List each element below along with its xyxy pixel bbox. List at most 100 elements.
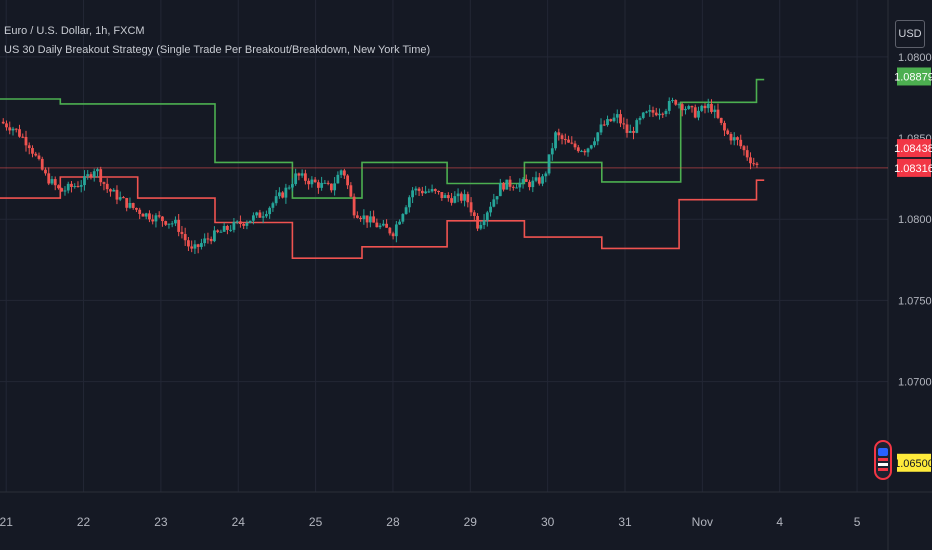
candle-body-59 <box>193 244 197 249</box>
candle-body-116 <box>378 225 382 228</box>
candle-body-5 <box>18 129 21 137</box>
candle-body-69 <box>226 225 229 230</box>
candle-body-173 <box>563 139 567 141</box>
x-tick-label-4: 25 <box>309 515 323 529</box>
candle-body-175 <box>570 142 574 144</box>
candle-body-94 <box>307 180 311 185</box>
candle-body-85 <box>277 192 281 197</box>
candle-body-83 <box>271 203 275 208</box>
candle-body-160 <box>521 179 525 183</box>
candle-body-67 <box>219 231 223 233</box>
candle-body-100 <box>326 182 330 184</box>
candle-body-193 <box>628 131 632 133</box>
candle-body-92 <box>300 173 304 176</box>
candle-body-79 <box>258 212 262 218</box>
candle-body-124 <box>404 207 408 215</box>
price-tag-label-1[interactable]: 1.08438 <box>894 143 932 155</box>
candle-body-192 <box>625 124 629 133</box>
candle-body-123 <box>401 214 405 222</box>
candle-body-196 <box>638 117 642 121</box>
price-tag-label-3[interactable]: 1.06500 <box>894 458 932 470</box>
candle-body-93 <box>303 173 307 181</box>
price-tag-label-2[interactable]: 1.08316 <box>894 163 932 175</box>
candle-body-71 <box>232 221 236 230</box>
x-tick-label-10: 4 <box>776 515 783 529</box>
candle-body-84 <box>274 196 278 204</box>
candle-body-68 <box>222 225 226 232</box>
candle-body-177 <box>576 147 580 152</box>
candle-body-219 <box>713 109 717 112</box>
candle-body-72 <box>235 221 239 223</box>
candle-body-21 <box>70 183 73 187</box>
y-tick-label-2: 1.08000 <box>898 214 932 226</box>
candle-body-184 <box>599 124 603 133</box>
candle-body-118 <box>385 223 389 228</box>
x-tick-label-8: 31 <box>618 515 632 529</box>
x-tick-label-2: 23 <box>154 515 168 529</box>
candle-body-32 <box>105 183 109 190</box>
candle-body-22 <box>73 186 77 188</box>
candle-body-131 <box>427 191 431 193</box>
candle-body-225 <box>732 137 736 141</box>
candle-body-214 <box>697 110 700 118</box>
candle-body-149 <box>485 212 489 221</box>
upper-breakout-line <box>0 78 765 199</box>
candle-body-50 <box>164 221 168 225</box>
candle-body-16 <box>53 179 57 186</box>
symbol-title[interactable]: Euro / U.S. Dollar, 1h, FXCM <box>4 25 145 37</box>
candle-body-97 <box>316 182 320 188</box>
candle-body-80 <box>261 216 265 218</box>
candle-body-186 <box>606 119 609 126</box>
candle-body-95 <box>310 179 314 185</box>
candle-body-56 <box>183 234 187 241</box>
candle-body-104 <box>339 170 343 175</box>
candle-body-169 <box>550 148 554 155</box>
candle-body-154 <box>502 183 505 190</box>
candle-body-174 <box>567 139 570 143</box>
candle-body-223 <box>726 130 730 134</box>
candle-body-2 <box>8 127 12 131</box>
x-tick-label-7: 30 <box>541 515 555 529</box>
candle-body-81 <box>265 214 268 217</box>
candle-body-133 <box>433 189 437 191</box>
candle-body-156 <box>508 179 512 187</box>
candle-body-115 <box>375 222 379 228</box>
currency-button[interactable]: USD <box>895 20 925 48</box>
candle-body-197 <box>641 112 645 118</box>
indicator-legend[interactable]: US 30 Daily Breakout Strategy (Single Tr… <box>4 44 431 56</box>
candle-body-138 <box>450 198 453 203</box>
candle-body-75 <box>245 222 249 226</box>
price-tag-label-0[interactable]: 1.08879 <box>894 71 932 83</box>
candle-body-105 <box>342 170 346 176</box>
candle-body-139 <box>453 196 457 203</box>
candle-body-27 <box>89 174 93 178</box>
candle-body-165 <box>537 177 541 184</box>
candle-body-171 <box>557 132 561 136</box>
candle-body-137 <box>446 195 450 199</box>
candle-body-135 <box>440 192 444 198</box>
candle-body-110 <box>359 217 363 220</box>
candle-body-226 <box>736 137 739 140</box>
candle-body-61 <box>200 243 203 247</box>
candle-body-77 <box>252 215 255 221</box>
candle-body-8 <box>27 145 31 149</box>
candle-body-47 <box>154 215 158 222</box>
candle-body-221 <box>719 117 723 123</box>
candle-body-231 <box>752 163 756 165</box>
x-tick-label-11: 5 <box>854 515 861 529</box>
candle-body-229 <box>745 150 749 158</box>
candle-body-18 <box>60 188 64 192</box>
candle-body-201 <box>654 112 658 116</box>
us-flag-icon[interactable] <box>874 440 892 480</box>
candle-body-170 <box>554 132 557 149</box>
candle-body-218 <box>710 103 713 112</box>
candle-body-29 <box>96 169 99 172</box>
candle-body-195 <box>635 120 639 133</box>
candle-body-45 <box>148 213 151 220</box>
candle-body-227 <box>739 139 743 147</box>
candle-body-28 <box>92 171 96 178</box>
candle-body-178 <box>580 150 583 152</box>
candle-body-70 <box>229 229 233 231</box>
